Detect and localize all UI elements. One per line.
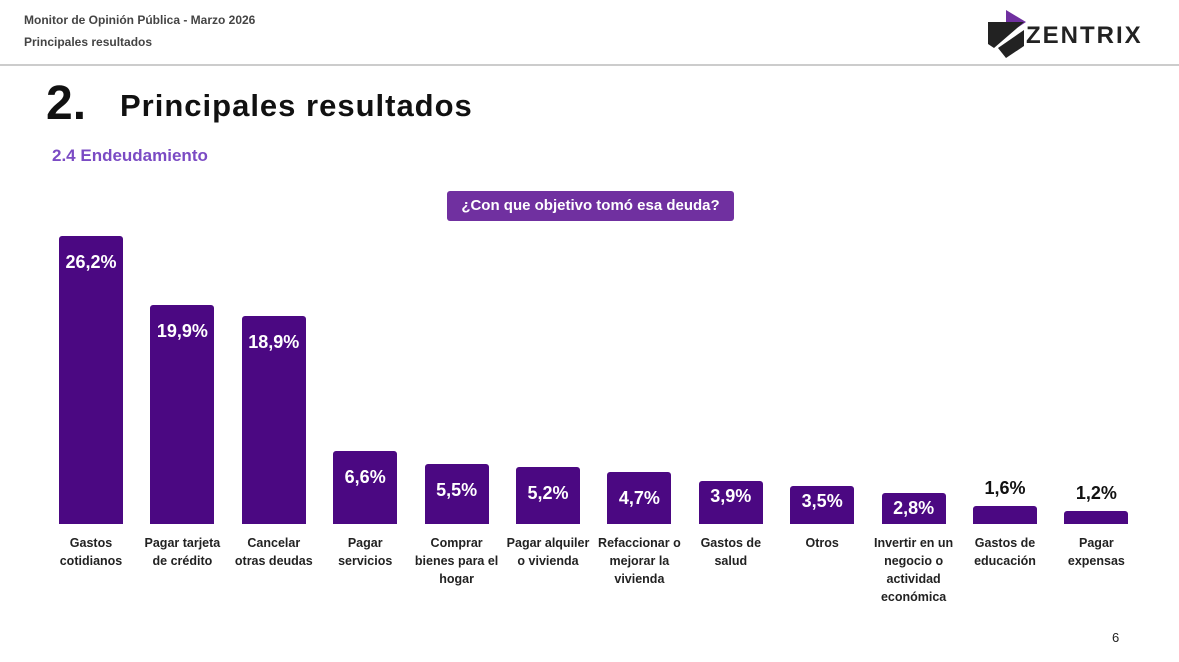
value-label: 26,2% — [65, 252, 117, 272]
x-tick-label: Comprar bienes para el hogar — [414, 536, 499, 586]
bar — [1064, 510, 1129, 524]
bar — [150, 305, 215, 524]
x-tick-label: Invertir en un negocio o actividad econó… — [874, 536, 954, 604]
section-title: Principales resultados — [120, 88, 473, 123]
bar — [973, 506, 1037, 524]
x-tick-label: Pagar tarjeta de crédito — [144, 536, 221, 568]
page-number: 6 — [1112, 630, 1120, 645]
value-label: 1,6% — [984, 478, 1026, 499]
x-tick-label: Gastos cotidianos — [59, 536, 123, 568]
bar — [241, 316, 306, 524]
value-label: 6,6% — [344, 467, 386, 488]
x-tick-label: Cancelar otras deudas — [234, 536, 313, 568]
bar — [516, 466, 580, 524]
value-label: 1,2% — [1075, 482, 1117, 503]
bar — [59, 236, 123, 524]
chart-title: ¿Con que objetivo tomó esa deuda? — [447, 191, 734, 221]
x-tick-label: Pagar expensas — [1067, 536, 1125, 568]
subsection-title: 2.4 Endeudamiento — [52, 146, 208, 165]
x-tick-label: Otros — [805, 536, 839, 550]
bar — [424, 463, 489, 524]
bar — [698, 481, 763, 524]
section-number: 2. — [46, 77, 87, 130]
value-label: 5,5% — [436, 479, 478, 500]
bar — [333, 451, 398, 524]
x-tick-label: Pagar servicios — [338, 536, 393, 568]
report-title: Monitor de Opinión Pública - Marzo 2026 — [24, 13, 256, 27]
value-label: 18,9% — [248, 332, 300, 353]
x-tick-label: Gastos de educación — [974, 536, 1036, 568]
x-tick-label: Gastos de salud — [700, 536, 762, 568]
value-label: 19,9% — [156, 321, 208, 342]
value-label: 3,5% — [801, 490, 843, 511]
x-tick-label: Refaccionar o mejorar la vivienda — [598, 536, 681, 586]
bar — [607, 472, 672, 524]
logo-icon — [988, 10, 1026, 58]
value-label: 3,9% — [710, 486, 752, 507]
value-label: 5,2% — [527, 482, 569, 503]
header-rule — [0, 64, 1179, 66]
x-tick-label: Pagar alquiler o vivienda — [506, 536, 590, 568]
bar — [790, 485, 855, 524]
value-label: 4,7% — [618, 488, 660, 509]
value-label: 2,8% — [893, 498, 935, 519]
section-name: Principales resultados — [24, 35, 153, 49]
bar — [881, 493, 946, 524]
logo-text: ZENTRIX — [1026, 22, 1143, 49]
